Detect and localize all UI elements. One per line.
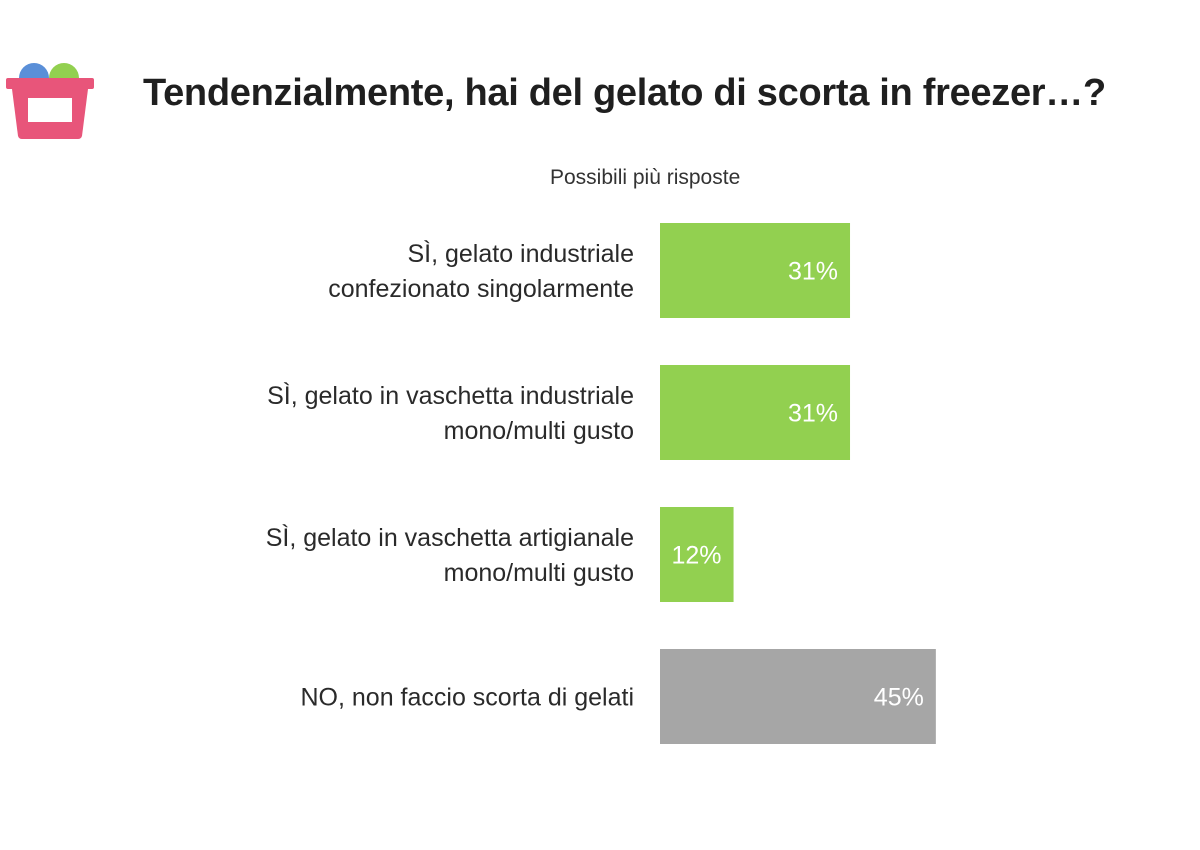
bar	[660, 365, 851, 460]
category-label: mono/multi gusto	[444, 417, 634, 445]
ice-cream-tub-icon	[6, 63, 94, 139]
category-label: NO, non faccio scorta di gelati	[301, 684, 635, 712]
chart-subtitle: Possibili più risposte	[550, 166, 741, 189]
category-label: confezionato singolarmente	[328, 275, 634, 303]
bar-value-label: 12%	[672, 542, 722, 570]
category-label: SÌ, gelato industriale	[407, 239, 634, 268]
bar	[660, 223, 851, 318]
category-label: SÌ, gelato in vaschetta industriale	[267, 381, 634, 410]
bar-value-label: 31%	[788, 400, 838, 428]
bar	[660, 507, 734, 602]
category-label: SÌ, gelato in vaschetta artigianale	[266, 523, 634, 552]
category-label: mono/multi gusto	[444, 559, 634, 587]
bar	[660, 649, 936, 744]
bar-value-label: 31%	[788, 258, 838, 286]
chart-title: Tendenzialmente, hai del gelato di scort…	[143, 72, 1106, 114]
bar-value-label: 45%	[874, 684, 924, 712]
